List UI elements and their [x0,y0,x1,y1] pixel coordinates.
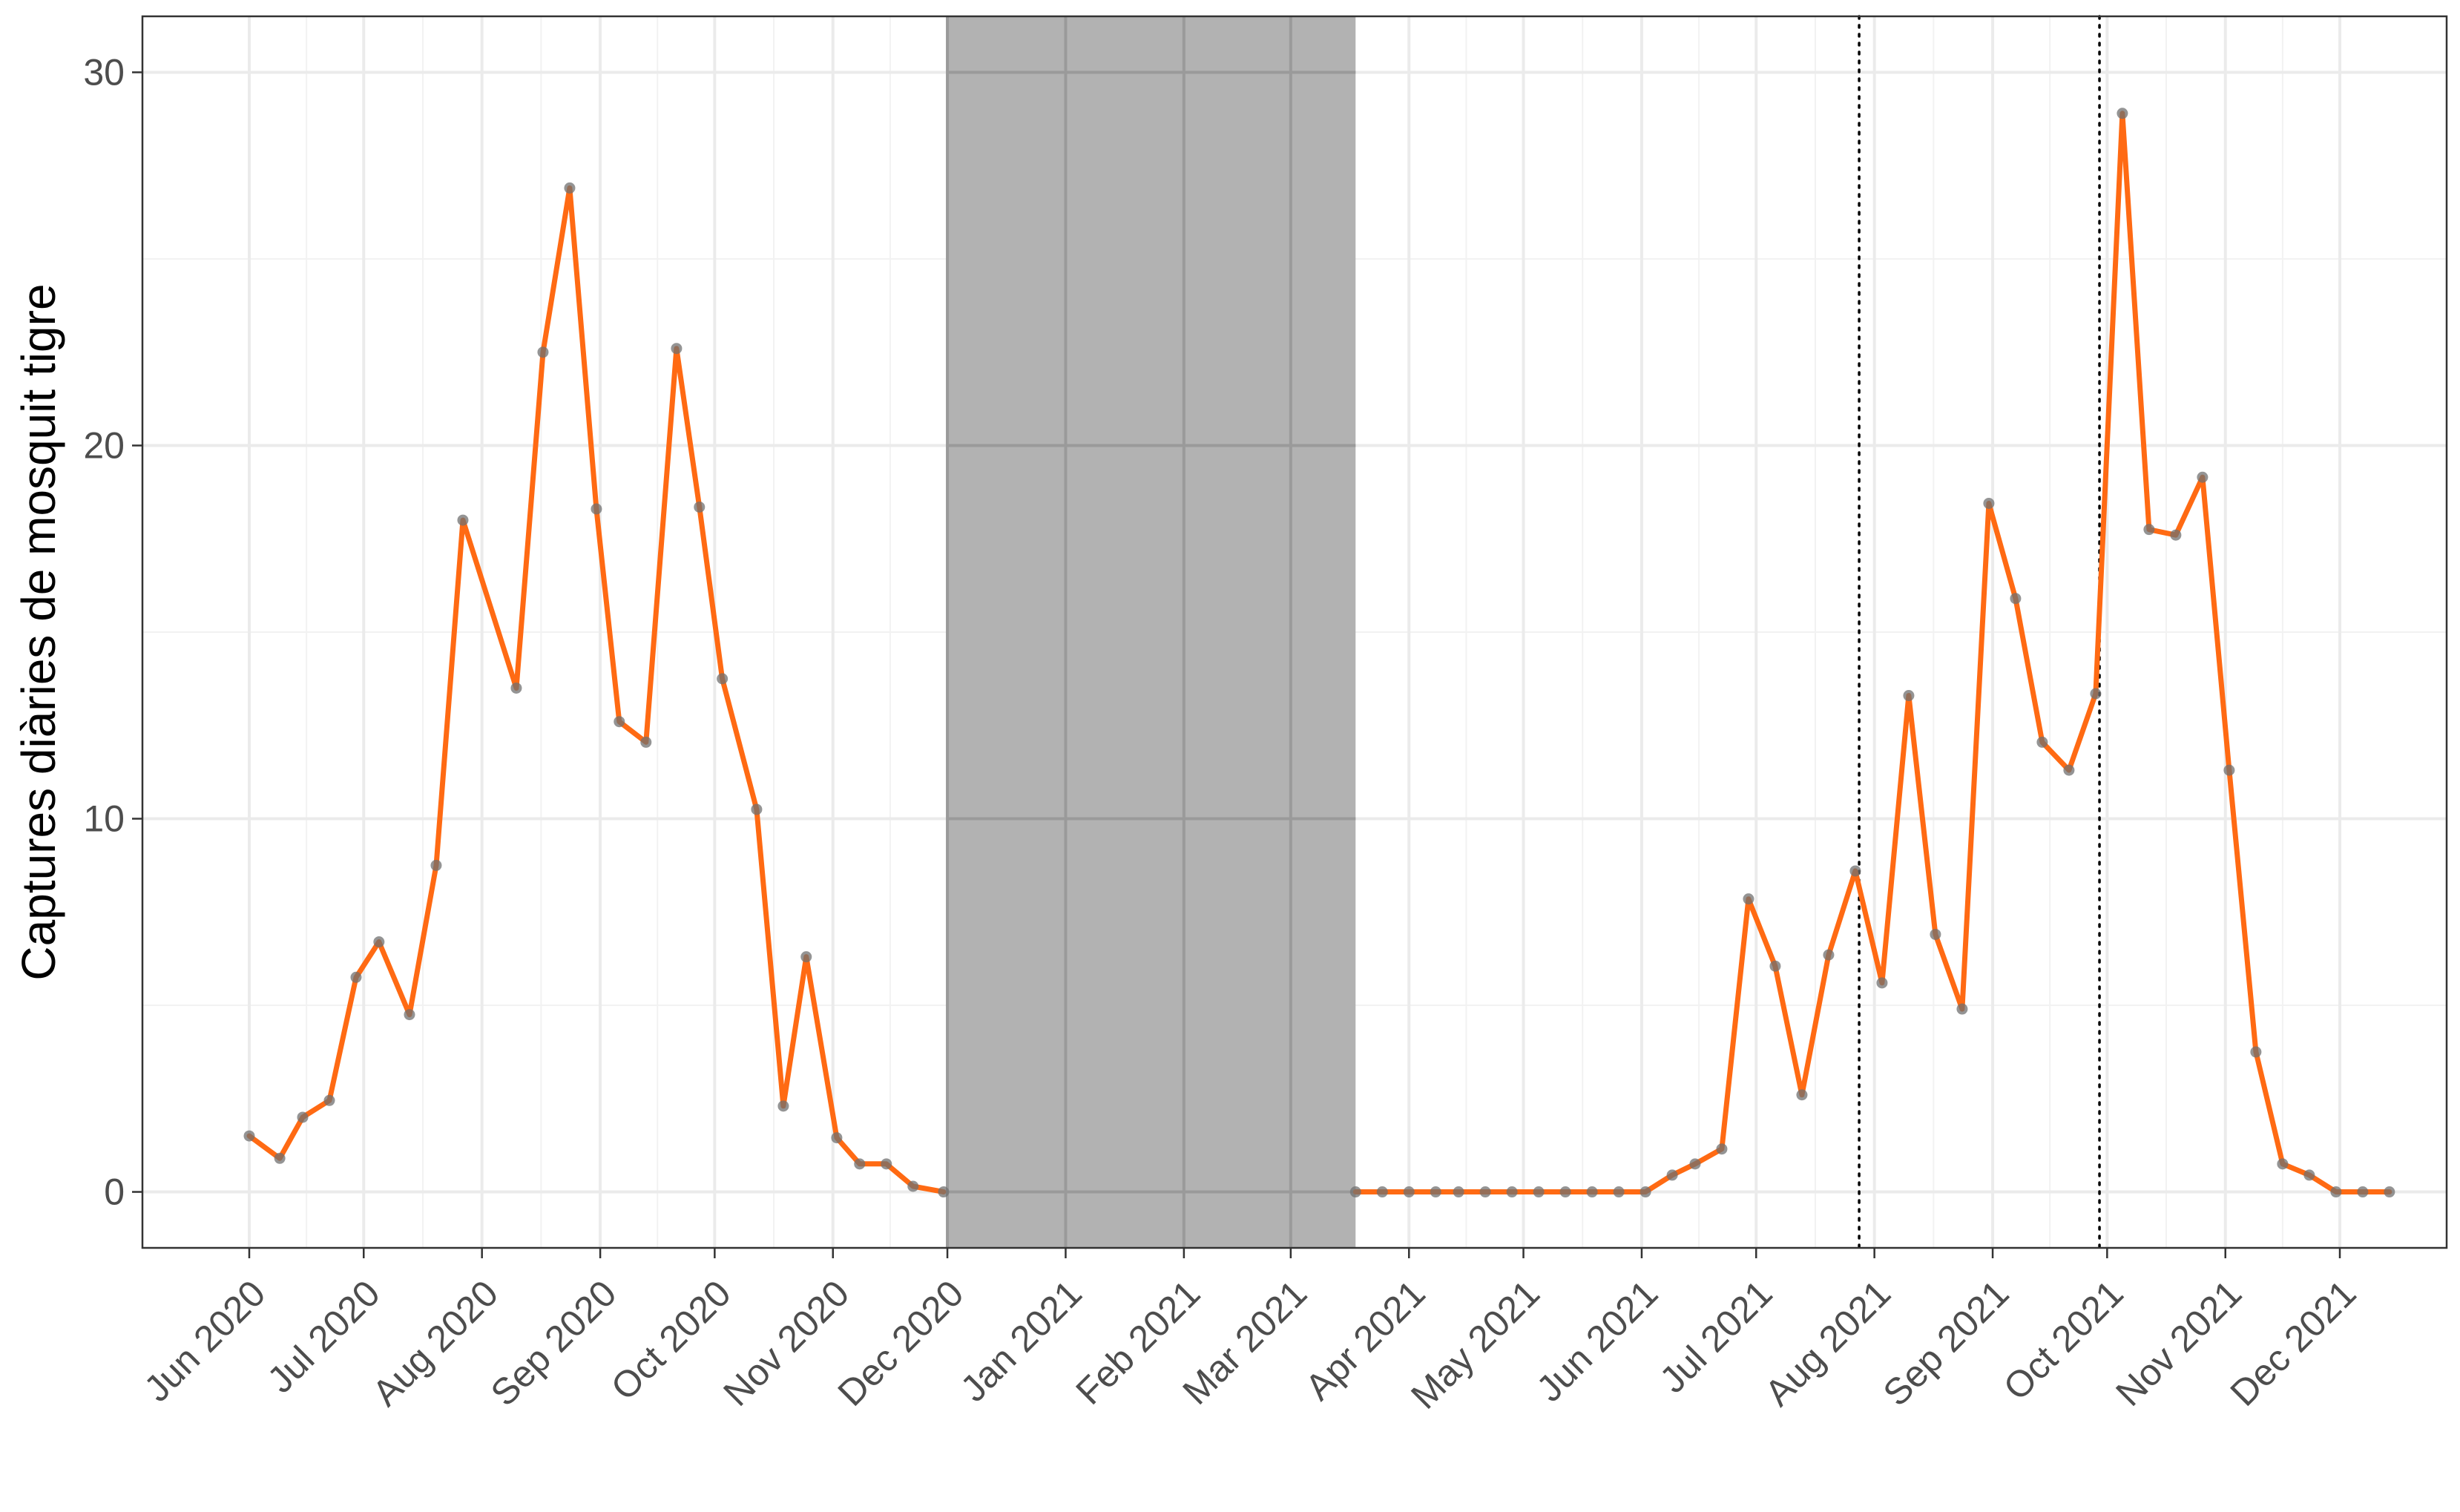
data-point [2223,764,2235,776]
y-tick-label: 0 [104,1171,125,1213]
data-point [404,1009,415,1021]
y-axis-title: Captures diàries de mosquit tigre [12,283,65,980]
data-point [457,514,469,526]
data-point [591,503,602,515]
data-point [1349,1186,1361,1198]
data-point [1956,1003,1968,1015]
data-point [2143,524,2155,536]
data-point [2117,108,2128,119]
data-point [1533,1186,1545,1198]
data-point [831,1132,843,1144]
series-line [246,185,947,1194]
data-point [1586,1186,1598,1198]
data-point [243,1130,255,1142]
data-point [1716,1143,1728,1155]
data-point [564,182,576,194]
data-point [1769,960,1781,972]
data-point [510,682,522,694]
shade-grid-layer [946,16,1356,1248]
data-point [537,346,549,358]
data-point [2010,593,2022,605]
data-point [881,1158,892,1170]
data-point [938,1186,950,1198]
x-tick-label: Sep 2020 [483,1272,625,1414]
shade-layer [947,16,1356,1248]
x-tick-label: Jun 2020 [136,1272,273,1410]
data-point [1796,1089,1808,1101]
data-point [2063,764,2075,776]
y-tick-label: 10 [83,798,125,840]
x-tick-label: Jan 2021 [953,1272,1090,1410]
data-point [1376,1186,1388,1198]
x-tick-label: Dec 2020 [830,1272,972,1414]
y-tick-label: 20 [83,424,125,466]
data-point [614,716,625,728]
data-point [1743,893,1754,905]
data-point [717,673,729,685]
data-point [2330,1186,2342,1198]
data-point [1506,1186,1518,1198]
data-point [297,1111,309,1123]
data-point [1559,1186,1571,1198]
data-point [751,803,763,815]
x-tick-label: Dec 2021 [2223,1272,2364,1414]
data-point [2277,1158,2289,1170]
x-tick-label: Sep 2021 [1875,1272,2017,1414]
data-point [1876,977,1888,989]
data-point [1930,928,1941,940]
data-point [907,1180,919,1192]
data-point [1479,1186,1491,1198]
data-point [1640,1186,1651,1198]
data-point [854,1158,866,1170]
data-point [1849,865,1861,877]
shaded-region [947,16,1356,1248]
x-tick-label: Nov 2020 [715,1272,857,1414]
data-point [694,501,706,513]
data-point [2250,1046,2262,1058]
data-point [2303,1169,2315,1181]
plot-border [141,15,2448,1249]
x-tick-label: Aug 2021 [1757,1272,1898,1414]
data-point [373,936,385,948]
data-point [350,971,362,983]
data-point [1453,1186,1464,1198]
data-point [1689,1158,1701,1170]
series-point-layer [243,108,2395,1198]
data-point [671,343,683,355]
data-point [800,951,812,963]
series-line-layer [246,111,2392,1194]
data-point [1823,949,1835,961]
x-tick-label: Nov 2021 [2108,1272,2249,1414]
data-point [1613,1186,1625,1198]
data-point [1666,1169,1678,1181]
y-tick-label: 30 [83,51,125,93]
data-point [2090,688,2102,700]
data-point [1430,1186,1441,1198]
series-line [1352,111,2392,1194]
data-point [430,859,442,871]
data-point [323,1094,335,1106]
data-point [2384,1186,2395,1198]
data-point [2170,529,2182,541]
data-point [2357,1186,2369,1198]
x-tick-label: Jun 2021 [1528,1272,1665,1410]
data-point [2197,471,2209,483]
data-point [640,736,652,748]
data-point [274,1152,286,1164]
data-point [1403,1186,1415,1198]
data-point [1903,690,1915,702]
x-tick-label: Aug 2020 [364,1272,506,1414]
data-point [777,1100,789,1112]
data-point [2036,736,2048,748]
data-point [1983,497,1995,509]
